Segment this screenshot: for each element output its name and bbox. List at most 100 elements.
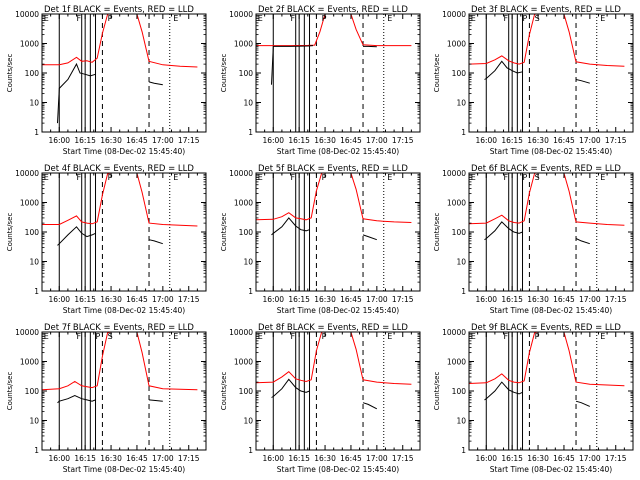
series-line-events [575,400,590,407]
series-line-lld [42,172,198,227]
region-label: E [44,173,49,182]
series-line-events [148,239,163,245]
panel-title: Det 4f BLACK = Events, RED = LLD [44,164,194,174]
region-label: P [322,173,327,182]
y-tick-label: 1000 [447,199,466,208]
y-tick-label: 100 [452,228,467,237]
series-line-events [148,81,163,86]
panel-title: Det 8f BLACK = Events, RED = LLD [258,323,408,333]
x-tick-label: 16:15 [288,136,310,145]
series-line-lld [255,172,412,223]
x-axis-label: Start Time (08-Dec-02 15:45:40) [277,306,399,315]
x-tick-label: 16:30 [314,136,336,145]
x-tick-label: 17:00 [366,136,388,145]
panel-det-4: Det 4f BLACK = Events, RED = LLD Counts/s… [6,164,207,315]
series-line-events [575,79,590,84]
region-label: E [258,332,263,341]
x-axis-label: Start Time (08-Dec-02 15:45:40) [63,147,185,156]
x-tick-label: 17:15 [178,136,200,145]
series-line-events [484,60,523,80]
panel-det-6: Det 6f BLACK = Events, RED = LLD Counts/s… [433,164,634,315]
y-tick-label: 10 [29,99,39,108]
y-axis-label: Counts/sec [433,54,441,93]
y-tick-label: 10 [243,417,253,426]
y-tick-label: 1 [34,287,39,296]
region-label: F [504,173,509,182]
region-label: F [504,14,509,23]
y-tick-label: 100 [239,69,254,78]
x-tick-label: 16:15 [288,295,310,304]
x-tick-label: 16:30 [100,295,122,304]
x-tick-label: 16:30 [100,136,122,145]
x-tick-label: 17:15 [178,295,200,304]
y-tick-label: 10 [243,258,253,267]
x-tick-label: 16:45 [553,295,575,304]
x-tick-label: 16:45 [553,136,575,145]
region-label: E [258,14,263,23]
x-axis-label: Start Time (08-Dec-02 15:45:40) [490,147,612,156]
series-line-events [148,399,163,402]
panel-title: Det 2f BLACK = Events, RED = LLD [258,5,408,15]
y-tick-label: 1000 [447,40,466,49]
y-axis-label: Counts/sec [433,213,441,252]
y-tick-label: 10000 [229,10,253,19]
region-label: E [258,173,263,182]
y-tick-label: 1000 [234,199,253,208]
x-tick-label: 17:00 [152,136,174,145]
x-tick-label: 16:00 [48,136,70,145]
y-tick-label: 10 [456,258,466,267]
y-axis-label: Counts/sec [220,54,228,93]
x-tick-label: 17:15 [392,454,414,463]
x-tick-label: 16:00 [262,454,284,463]
region-label: P [322,332,327,341]
x-tick-label: 16:15 [74,295,96,304]
region-label: E [44,332,49,341]
y-tick-label: 100 [25,228,40,237]
region-label: F [77,173,82,182]
y-tick-label: 10 [243,99,253,108]
series-line-lld [42,13,198,68]
y-axis-label: Counts/sec [6,54,14,93]
y-tick-label: 100 [452,387,467,396]
x-tick-label: 17:15 [605,454,627,463]
x-tick-label: 16:15 [501,295,523,304]
x-tick-label: 17:00 [152,295,174,304]
series-line-events [484,221,523,241]
y-tick-label: 10 [29,258,39,267]
region-label: S [108,332,113,341]
y-tick-label: 1 [248,287,253,296]
series-line-events [362,234,377,241]
y-tick-label: 1000 [20,358,39,367]
x-tick-label: 16:30 [314,454,336,463]
x-tick-label: 17:00 [366,454,388,463]
series-line-events [57,226,96,246]
y-axis-label: Counts/sec [433,372,441,411]
x-axis-label: Start Time (08-Dec-02 15:45:40) [490,306,612,315]
panel-det-1: Det 1f BLACK = Events, RED = LLD Counts/s… [6,5,207,156]
series-line-events [271,378,310,398]
y-tick-label: 1000 [234,40,253,49]
x-tick-label: 16:45 [126,295,148,304]
series-line-lld [468,172,625,226]
region-label: F [504,332,509,341]
region-label: E [600,173,605,182]
y-tick-label: 10000 [229,169,253,178]
panel-title: Det 7f BLACK = Events, RED = LLD [44,323,194,333]
x-tick-label: 16:30 [314,295,336,304]
y-axis-label: Counts/sec [6,372,14,411]
x-tick-label: 16:15 [501,136,523,145]
series-line-events [57,62,96,124]
y-tick-label: 1 [461,287,466,296]
series-line-lld [41,331,198,391]
series-line-lld [468,13,625,67]
panel-det-7: Det 7f BLACK = Events, RED = LLD Counts/s… [6,323,207,474]
region-label: F [77,14,82,23]
region-label: F [291,173,296,182]
y-tick-label: 1 [34,128,39,137]
y-tick-label: 1000 [447,358,466,367]
region-label: E [44,14,49,23]
x-axis-label: Start Time (08-Dec-02 15:45:40) [63,306,185,315]
series-line-events [575,238,590,245]
x-tick-label: 17:00 [366,295,388,304]
x-tick-label: 17:00 [579,295,601,304]
